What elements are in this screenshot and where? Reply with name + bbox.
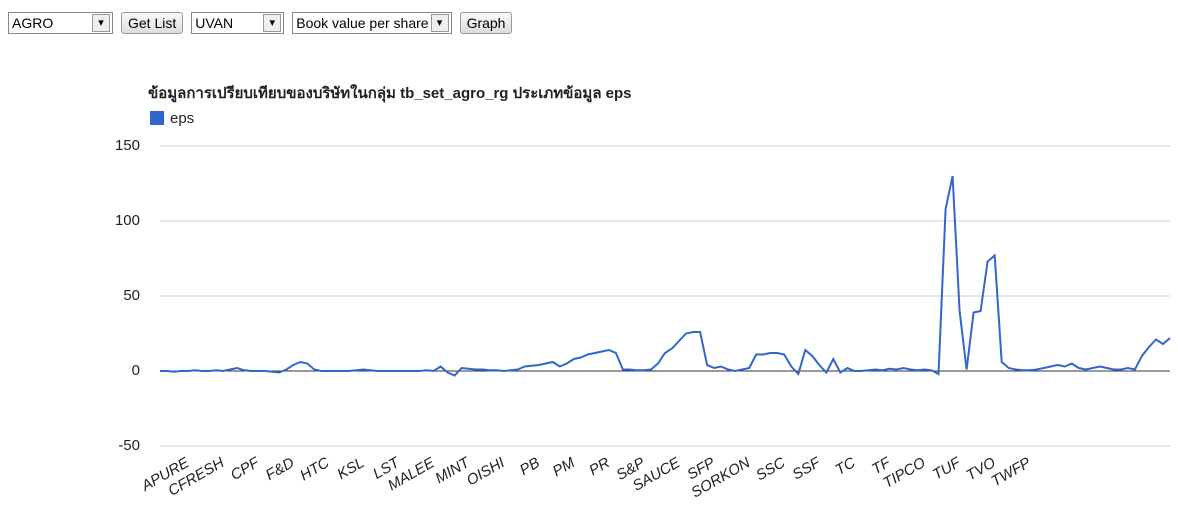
x-tick-label: SSF <box>790 454 824 484</box>
y-tick-label: -50 <box>118 437 140 454</box>
x-tick-label: TUF <box>930 454 964 484</box>
x-tick-label: TWFP <box>988 454 1033 490</box>
legend-swatch <box>150 111 164 125</box>
get-list-button[interactable]: Get List <box>121 12 184 34</box>
x-tick-label: F&D <box>263 454 298 484</box>
metric-select[interactable]: Book value per share <box>292 12 452 34</box>
y-tick-label: 50 <box>123 287 140 304</box>
graph-button[interactable]: Graph <box>459 12 513 34</box>
x-tick-label: KSL <box>334 454 367 483</box>
x-tick-label: TC <box>833 454 859 479</box>
y-tick-label: 0 <box>132 362 140 379</box>
toolbar: AGRO Get List UVAN Book value per share … <box>8 12 513 34</box>
y-tick-label: 150 <box>115 137 140 154</box>
x-tick-label: OISHI <box>464 454 508 489</box>
x-tick-label: PM <box>550 454 578 480</box>
company-select[interactable]: UVAN <box>191 12 285 34</box>
x-tick-label: CPF <box>228 454 263 484</box>
data-line <box>160 175 1171 377</box>
legend-label: eps <box>170 110 194 127</box>
group-select[interactable]: AGRO <box>8 12 113 34</box>
x-tick-label: PR <box>586 454 613 479</box>
x-tick-label: HTC <box>297 454 332 484</box>
x-tick-label: SSC <box>753 454 788 484</box>
y-tick-label: 100 <box>115 212 140 229</box>
chart-title: ข้อมูลการเปรียบเทียบของบริษัทในกลุ่ม tb_… <box>148 84 632 103</box>
x-tick-label: PB <box>517 454 543 479</box>
